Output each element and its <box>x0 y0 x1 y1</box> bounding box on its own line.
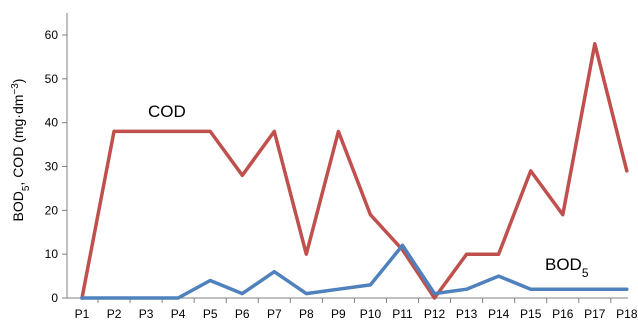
x-tick-label: P17 <box>584 307 606 321</box>
x-tick-label: P13 <box>456 307 478 321</box>
y-tick-label: 10 <box>45 247 59 261</box>
x-tick-label: P12 <box>424 307 446 321</box>
y-tick-label: 30 <box>45 160 59 174</box>
x-tick-label: P16 <box>552 307 574 321</box>
x-tick-label: P18 <box>616 307 638 321</box>
series-line-cod <box>80 42 629 300</box>
x-tick-label: P11 <box>392 307 413 321</box>
y-axis-title-part: BOD <box>10 191 26 221</box>
y-tick-label: 0 <box>51 291 58 305</box>
y-tick-label: 20 <box>45 203 59 217</box>
x-tick-label: P7 <box>267 307 282 321</box>
series-label-cod: COD <box>148 102 186 121</box>
y-axis-title-subscript: 5 <box>21 185 32 191</box>
y-axis-title-part: ) <box>10 79 26 84</box>
x-tick-label: P3 <box>139 307 154 321</box>
x-tick-label: P15 <box>520 307 542 321</box>
series-lines <box>80 42 629 300</box>
series-line-bod5 <box>80 243 629 300</box>
x-tick-label: P6 <box>235 307 250 321</box>
x-tick-label: P2 <box>107 307 122 321</box>
y-tick-label: 40 <box>45 116 59 130</box>
y-axis-title: BOD5, COD (mg·dm−3) <box>10 79 32 222</box>
x-tick-label: P4 <box>171 307 186 321</box>
x-tick-label: P5 <box>203 307 218 321</box>
x-tick-label: P8 <box>299 307 314 321</box>
y-axis-title-part: , COD (mg·dm <box>10 95 26 186</box>
y-tick-label: 60 <box>45 28 59 42</box>
x-tick-label: P1 <box>75 307 90 321</box>
series-label-bod5: BOD5 <box>545 255 589 280</box>
series-label-bod5-subscript: 5 <box>582 266 589 280</box>
x-tick-label: P10 <box>360 307 382 321</box>
x-tick-label: P14 <box>488 307 510 321</box>
y-axis-title-superscript: −3 <box>10 83 21 95</box>
x-tick-label: P9 <box>331 307 346 321</box>
y-tick-label: 50 <box>45 72 59 86</box>
labels: 0 10 20 30 40 50 60 P1 P2 P3 P4 P5 P6 P7 P8 P9 P10 P11 P12… <box>10 28 638 321</box>
